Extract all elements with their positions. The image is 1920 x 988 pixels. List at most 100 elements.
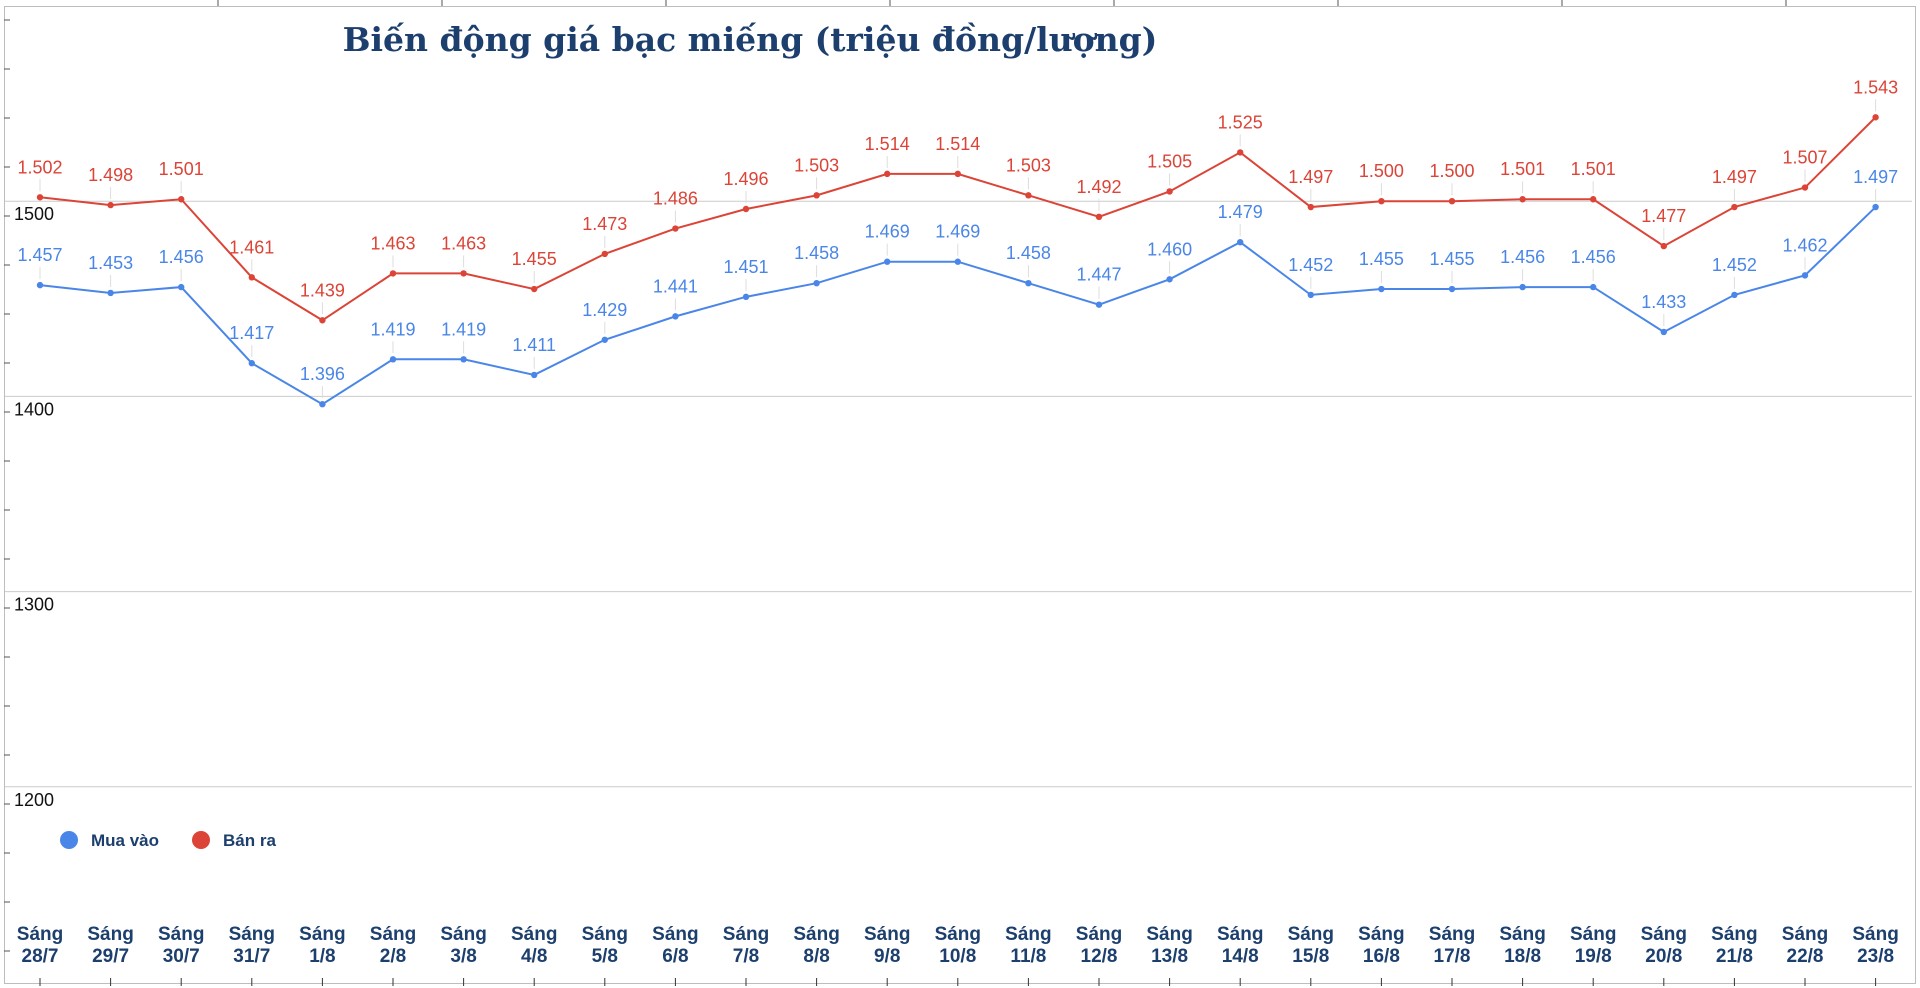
point-ban-ra — [460, 270, 467, 277]
x-tick-label: 31/7 — [233, 946, 270, 967]
y-tick-label: 1400 — [14, 399, 54, 419]
data-label-ban-ra: 1.525 — [1218, 112, 1263, 132]
x-tick-label: Sáng — [1288, 924, 1334, 945]
point-mua-vao — [1307, 291, 1315, 299]
x-tick-label: 15/8 — [1292, 946, 1329, 967]
series-layer — [36, 114, 1879, 408]
x-tick-label: 28/7 — [22, 946, 59, 967]
data-label-ban-ra: 1.455 — [512, 249, 557, 269]
x-tick-label: Sáng — [864, 924, 910, 945]
x-tick-label: 29/7 — [92, 946, 129, 967]
data-label-mua-vao: 1.455 — [1359, 249, 1404, 269]
point-mua-vao — [884, 258, 891, 265]
point-mua-vao — [672, 313, 679, 320]
gridlines — [5, 200, 1912, 788]
data-label-ban-ra: 1.503 — [794, 155, 839, 175]
point-mua-vao — [813, 279, 820, 287]
x-tick-label: 2/8 — [380, 946, 406, 967]
data-label-ban-ra: 1.503 — [1006, 155, 1051, 175]
data-label-mua-vao: 1.429 — [582, 300, 627, 320]
point-ban-ra — [248, 274, 255, 281]
point-mua-vao — [389, 356, 397, 363]
data-label-ban-ra: 1.497 — [1712, 167, 1757, 187]
point-ban-ra — [1448, 198, 1456, 205]
point-mua-vao — [1872, 203, 1879, 211]
x-tick-label: Sáng — [511, 924, 557, 945]
x-axis: Sáng28/7Sáng29/7Sáng30/7Sáng31/7Sáng1/8S… — [17, 924, 1899, 986]
x-tick-label: Sáng — [582, 924, 628, 945]
data-label-ban-ra: 1.439 — [300, 280, 345, 300]
data-label-mua-vao: 1.458 — [794, 243, 839, 263]
y-tick-label: 1300 — [14, 595, 54, 615]
point-mua-vao — [248, 360, 255, 367]
x-tick-label: Sáng — [935, 924, 981, 945]
x-tick-label: 16/8 — [1363, 946, 1400, 967]
x-tick-label: 5/8 — [592, 946, 618, 967]
data-labels: 1.457 1.453 1.456 1.417 1.396 1.419 1.419 1.411… — [17, 77, 1898, 399]
point-ban-ra — [1660, 242, 1668, 250]
point-mua-vao — [107, 289, 114, 297]
x-tick-label: Sáng — [793, 924, 839, 945]
x-tick-label: Sáng — [1076, 924, 1122, 945]
x-tick-label: Sáng — [17, 924, 63, 945]
x-tick-label: 21/8 — [1716, 946, 1753, 967]
point-mua-vao — [1237, 238, 1244, 246]
point-mua-vao — [319, 401, 326, 408]
x-tick-label: 17/8 — [1434, 946, 1471, 967]
data-label-mua-vao: 1.456 — [159, 247, 204, 267]
point-ban-ra — [954, 170, 961, 178]
point-ban-ra — [742, 205, 750, 213]
x-tick-label: 14/8 — [1222, 946, 1259, 967]
x-tick-label: 10/8 — [939, 946, 976, 967]
point-mua-vao — [1166, 276, 1173, 283]
point-ban-ra — [672, 225, 679, 232]
point-mua-vao — [1660, 328, 1668, 336]
point-mua-vao — [1378, 285, 1385, 293]
point-ban-ra — [813, 192, 820, 199]
data-label-mua-vao: 1.462 — [1782, 235, 1827, 255]
point-ban-ra — [1378, 198, 1385, 205]
y-tick-label: 1200 — [14, 790, 54, 810]
point-ban-ra — [107, 201, 114, 209]
point-ban-ra — [389, 270, 397, 277]
data-label-mua-vao: 1.452 — [1288, 255, 1333, 275]
data-label-ban-ra: 1.500 — [1359, 161, 1404, 181]
data-label-ban-ra: 1.514 — [935, 134, 980, 154]
data-label-mua-vao: 1.469 — [935, 222, 980, 242]
point-ban-ra — [36, 194, 44, 201]
y-tick-label: 1500 — [14, 204, 54, 224]
x-tick-label: Sáng — [87, 924, 133, 945]
point-ban-ra — [1307, 203, 1315, 211]
data-label-mua-vao: 1.451 — [723, 257, 768, 277]
data-label-ban-ra: 1.492 — [1076, 177, 1121, 197]
point-mua-vao — [531, 371, 538, 379]
legend-label: Bán ra — [223, 831, 276, 850]
point-mua-vao — [1025, 279, 1032, 287]
x-tick-label: 30/7 — [163, 946, 200, 967]
x-tick-label: 23/8 — [1857, 946, 1894, 967]
x-tick-label: Sáng — [1146, 924, 1192, 945]
point-ban-ra — [1801, 184, 1809, 191]
x-tick-label: Sáng — [440, 924, 486, 945]
data-label-mua-vao: 1.457 — [17, 245, 62, 265]
x-tick-label: Sáng — [1429, 924, 1475, 945]
point-ban-ra — [1590, 196, 1597, 203]
point-mua-vao — [1448, 285, 1456, 293]
data-label-ban-ra: 1.501 — [1500, 159, 1545, 179]
data-label-mua-vao: 1.433 — [1641, 292, 1686, 312]
data-label-ban-ra: 1.496 — [723, 169, 768, 189]
data-label-ban-ra: 1.473 — [582, 214, 627, 234]
x-tick-label: 18/8 — [1504, 946, 1541, 967]
point-mua-vao — [601, 336, 608, 343]
x-tick-label: 22/8 — [1787, 946, 1824, 967]
x-tick-label: Sáng — [1711, 924, 1757, 945]
data-label-mua-vao: 1.497 — [1853, 167, 1898, 187]
data-label-ban-ra: 1.507 — [1782, 148, 1827, 168]
x-tick-label: 8/8 — [803, 946, 829, 967]
data-label-mua-vao: 1.469 — [865, 222, 910, 242]
data-label-ban-ra: 1.463 — [370, 233, 415, 253]
data-label-mua-vao: 1.419 — [441, 319, 486, 339]
data-label-ban-ra: 1.486 — [653, 189, 698, 209]
data-label-mua-vao: 1.458 — [1006, 243, 1051, 263]
